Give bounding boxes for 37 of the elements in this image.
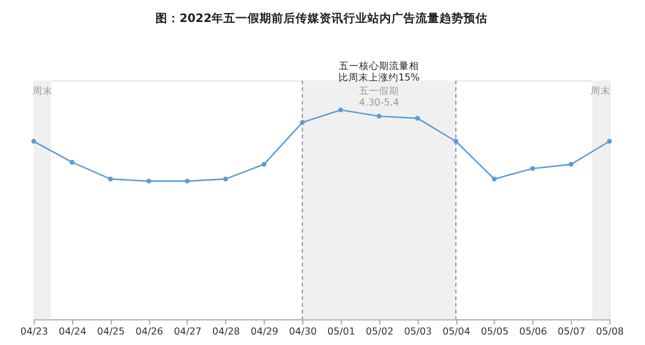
x-tick-label: 05/03 <box>404 326 432 338</box>
x-tick-label: 05/01 <box>327 326 356 338</box>
x-tick-label: 05/07 <box>558 326 586 338</box>
point <box>108 176 113 182</box>
x-tick-label: 04/27 <box>174 326 202 338</box>
point <box>376 114 382 119</box>
text: 五一核心期流量相比周末上涨约15% <box>338 60 420 84</box>
x-tick-label: 04/26 <box>135 326 164 338</box>
point <box>262 162 266 167</box>
point <box>606 138 612 144</box>
band-label: 周末 <box>32 85 52 98</box>
x-tick-label: 04/29 <box>250 326 278 338</box>
point <box>530 166 536 171</box>
band-label: 五一假期 4.30-5.4 <box>359 85 400 109</box>
point <box>70 160 74 165</box>
point <box>146 178 152 184</box>
x-tick-label: 04/25 <box>97 326 125 338</box>
point <box>223 176 228 182</box>
x-tick-label: 05/02 <box>366 326 394 338</box>
x-tick-label: 05/05 <box>480 326 509 338</box>
x-tick-label: 04/30 <box>288 326 317 338</box>
x-tick-label: 04/28 <box>212 326 240 338</box>
chart-title: 图：2022年五一假期前后传媒资讯行业站内广告流量趋势预估 <box>155 10 488 25</box>
point <box>568 162 574 167</box>
point <box>453 138 458 144</box>
x-tick-label: 04/23 <box>20 326 48 338</box>
point <box>184 178 190 184</box>
point <box>492 176 497 182</box>
point <box>31 138 36 144</box>
x-tick-label: 05/04 <box>442 326 470 338</box>
point <box>338 108 344 112</box>
x-tick-label: 05/08 <box>596 326 624 338</box>
x-tick-label: 04/24 <box>58 326 86 338</box>
point <box>415 116 420 121</box>
point <box>300 120 305 125</box>
x-tick-label: 05/06 <box>519 326 547 338</box>
band-label: 周末 <box>590 85 611 98</box>
